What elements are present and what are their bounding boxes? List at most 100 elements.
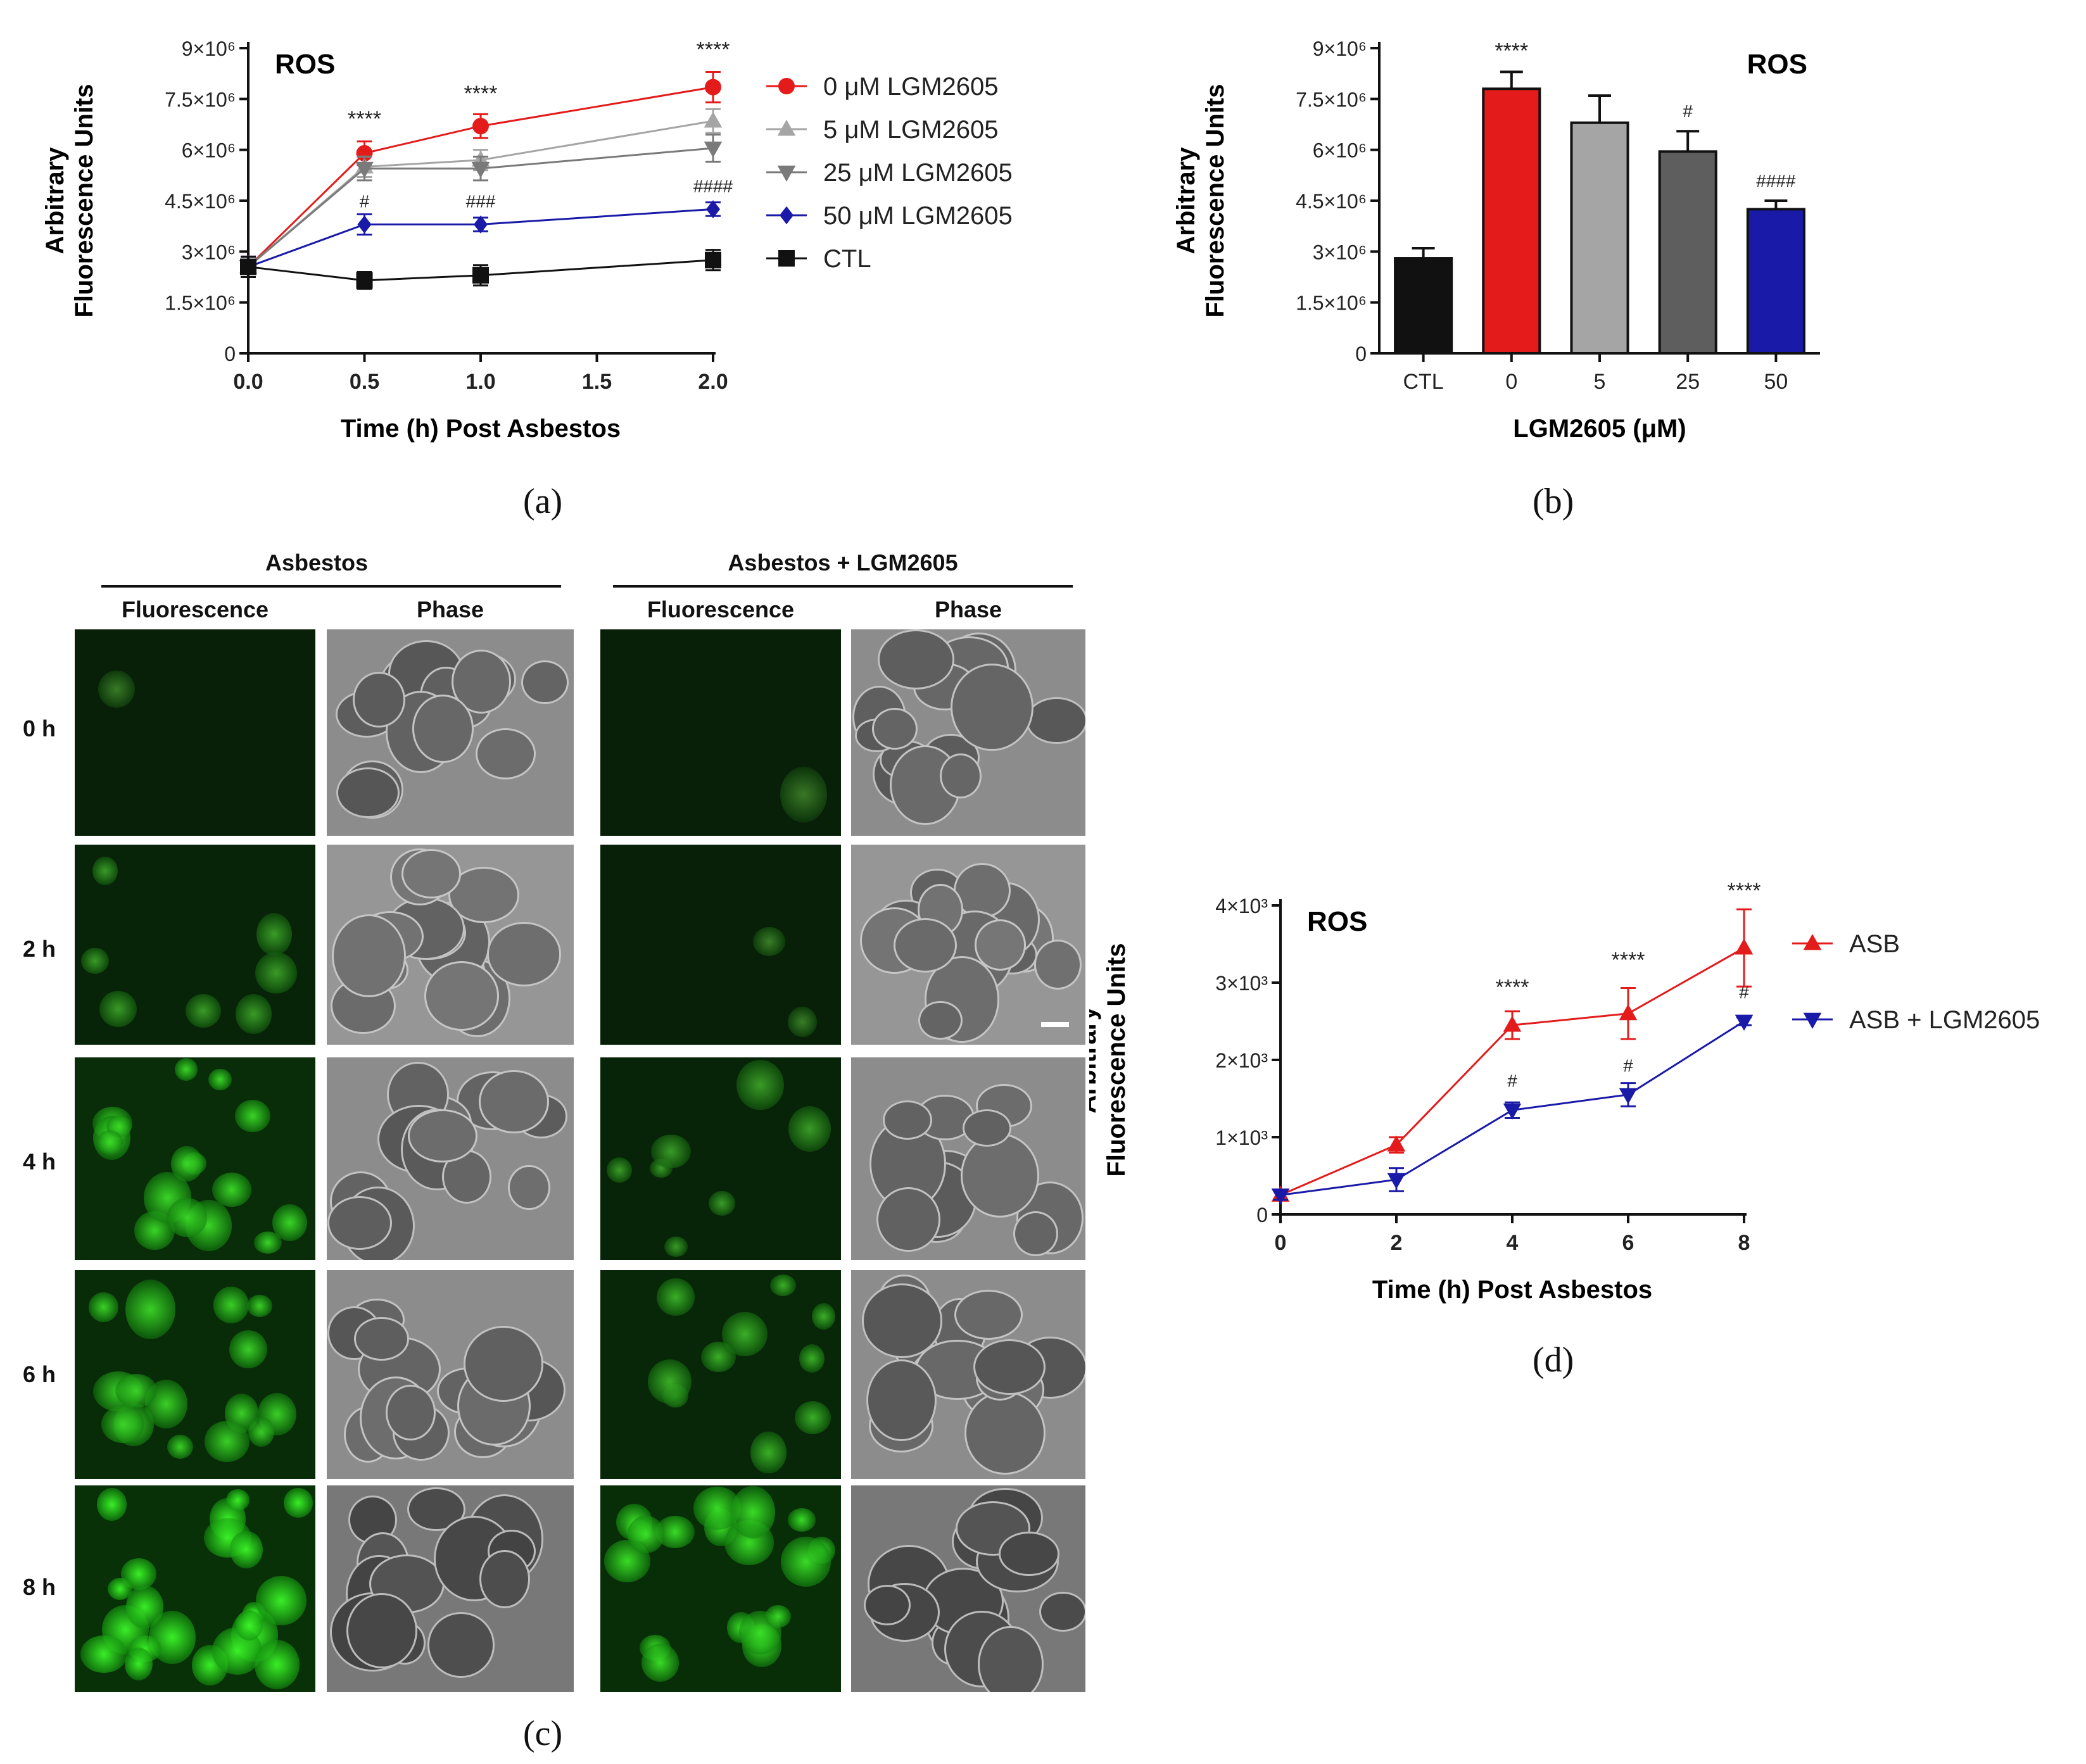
bar-group-3 (1658, 130, 1717, 355)
phase-cell (476, 728, 536, 779)
significance-annotation: # (1739, 982, 1749, 1002)
phase-cell (332, 914, 407, 997)
significance-annotation: **** (697, 37, 730, 61)
legend-marker (778, 78, 795, 94)
x-axis-label: Time (h) Post Asbestos (341, 415, 621, 443)
phase-cell (964, 1390, 1046, 1475)
phase-cell (954, 1290, 1023, 1340)
significance-annotation: #### (1756, 171, 1796, 191)
legend-marker (1803, 1012, 1822, 1029)
phase-cell (353, 672, 405, 728)
fluorescent-cell (795, 1401, 831, 1434)
fluorescent-cell (708, 1191, 735, 1216)
y-tick-label: 3×10³ (1215, 972, 1268, 995)
y-tick-label: 3×10⁶ (1313, 241, 1367, 263)
fluorescent-cell (780, 767, 827, 822)
x-tick-label: 1.0 (465, 370, 495, 394)
phase-cell (336, 767, 400, 818)
significance-annotation: **** (1495, 39, 1528, 63)
micrograph-phase-lgm-row-4 (851, 1485, 1085, 1692)
micrograph-fluorescence-lgm-row-0 (600, 629, 841, 836)
fluorescent-cell (254, 1639, 300, 1690)
fluorescent-cell (80, 1635, 127, 1673)
data-point (1387, 1173, 1406, 1190)
fluorescent-cell (125, 1585, 164, 1629)
data-point (1503, 1016, 1522, 1032)
data-point (471, 161, 490, 179)
phase-cell (1039, 1591, 1085, 1632)
phase-cell (872, 708, 918, 750)
y-axis-label-line1: Arbitrary (1172, 147, 1200, 255)
fluorescent-cell (186, 994, 221, 1028)
data-point (355, 161, 374, 179)
scale-bar (1041, 1022, 1069, 1027)
y-axis-label-line2: Fluorescence Units (1103, 943, 1130, 1176)
phase-cell (998, 1531, 1059, 1576)
micrograph-phase-asbestos-row-2 (327, 1057, 574, 1260)
y-axis-label: Arbitrary Fluorescence Units (1089, 943, 1130, 1176)
data-point (1735, 1014, 1754, 1031)
phase-cell (864, 1585, 911, 1626)
col-header-fluorescence-asbestos: Fluorescence (121, 596, 269, 622)
phase-cell (463, 1325, 543, 1402)
y-tick-label: 7.5×10⁶ (1296, 88, 1367, 111)
x-tick-label: 0.0 (233, 370, 263, 394)
phase-cell (973, 1339, 1046, 1395)
phase-cell (918, 1000, 963, 1040)
phase-cell (424, 961, 499, 1031)
fluorescent-cell (124, 1647, 153, 1681)
y-tick-label: 2×10³ (1215, 1049, 1268, 1072)
fluorescent-cell (700, 1341, 736, 1372)
micrograph-phase-lgm-row-1 (851, 845, 1085, 1045)
x-tick-label: 8 (1738, 1231, 1750, 1255)
fluorescent-cell (229, 1330, 268, 1369)
phase-cell (876, 1187, 941, 1252)
fluorescent-cell (125, 1279, 175, 1339)
fluorescent-cell (254, 1232, 282, 1254)
col-header-phase-lgm: Phase (934, 596, 1002, 622)
fluorescent-cell (205, 1421, 250, 1462)
micrograph-fluorescence-lgm-row-1 (600, 845, 841, 1045)
col-header-fluorescence-lgm: Fluorescence (647, 596, 795, 622)
y-axis-label: Arbitrary Fluorescence Units (41, 84, 98, 317)
data-point (705, 200, 721, 218)
bar-group-0 (1394, 246, 1453, 355)
micrograph-fluorescence-asbestos-row-4 (75, 1485, 315, 1692)
phase-cell (427, 1612, 495, 1678)
micrograph-fluorescence-asbestos-row-0 (75, 629, 315, 836)
micrograph-phase-lgm-row-2 (851, 1057, 1085, 1260)
legend-label: CTL (823, 245, 871, 273)
fluorescent-cell (788, 1006, 818, 1038)
series-1 (1271, 1014, 1754, 1205)
data-point (1271, 1188, 1290, 1205)
x-tick-label: 6 (1622, 1231, 1634, 1255)
legend-label: 0 μM LGM2605 (823, 73, 999, 101)
fluorescent-cell (226, 1489, 250, 1511)
data-point (240, 258, 256, 275)
group-rule-asbestos (101, 585, 561, 588)
micrograph-phase-lgm-row-3 (851, 1270, 1085, 1479)
phase-cell (401, 849, 461, 898)
phase-cell (877, 629, 955, 690)
fluorescent-cell (752, 927, 785, 956)
fluorescent-cell (230, 1530, 263, 1568)
y-tick-label: 4.5×10⁶ (165, 190, 236, 213)
phase-cell (385, 1385, 436, 1440)
y-axis-label-line1: Arbitrary (1089, 1006, 1101, 1114)
phase-cell (479, 1549, 531, 1608)
significance-annotation: **** (1728, 879, 1761, 903)
fluorescent-cell (811, 1302, 836, 1330)
x-tick-label: 2.0 (698, 370, 728, 394)
data-point (1503, 1103, 1522, 1120)
y-axis-label: Arbitrary Fluorescence Units (1172, 84, 1229, 317)
fluorescent-cell (174, 1058, 198, 1081)
micrograph-fluorescence-lgm-row-2 (600, 1057, 841, 1260)
chart-title: ROS (1747, 49, 1807, 80)
fluorescent-cell (647, 1359, 692, 1404)
phase-cell (327, 1195, 393, 1250)
data-point (473, 215, 488, 234)
phase-cell (407, 1109, 478, 1162)
data-point (472, 118, 489, 135)
bar-group-2 (1570, 94, 1629, 355)
